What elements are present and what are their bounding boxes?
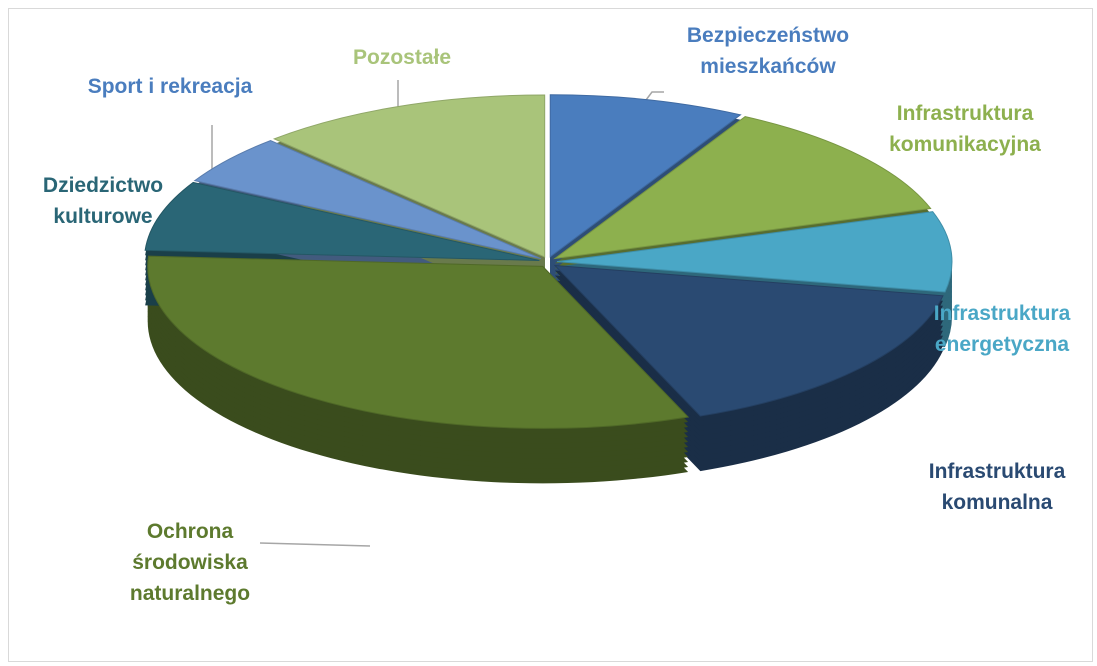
slice [193,140,542,260]
slice-label: Bezpieczeństwo mieszkańców [686,24,850,78]
slice-label: Dziedzictwo kulturowe [42,174,164,228]
slice [147,255,690,429]
leader-line [645,91,664,101]
slice [272,94,546,258]
slice [556,211,953,293]
chart-frame [8,8,1093,662]
slice-label: Ochrona środowiska naturalnego [129,520,251,605]
slice-label: Pozostałe [352,46,452,69]
leader-line [259,542,371,547]
slice-label: Infrastruktura energetyczna [933,302,1071,356]
slice-tops [144,94,953,429]
slice-label: Infrastruktura komunikacyjna [889,102,1041,156]
slice [553,264,944,417]
slice-label: Infrastruktura komunalna [928,460,1066,514]
slice [549,94,742,258]
slice-label: Sport i rekreacja [87,75,253,98]
slice [144,181,540,261]
slice [553,116,932,260]
